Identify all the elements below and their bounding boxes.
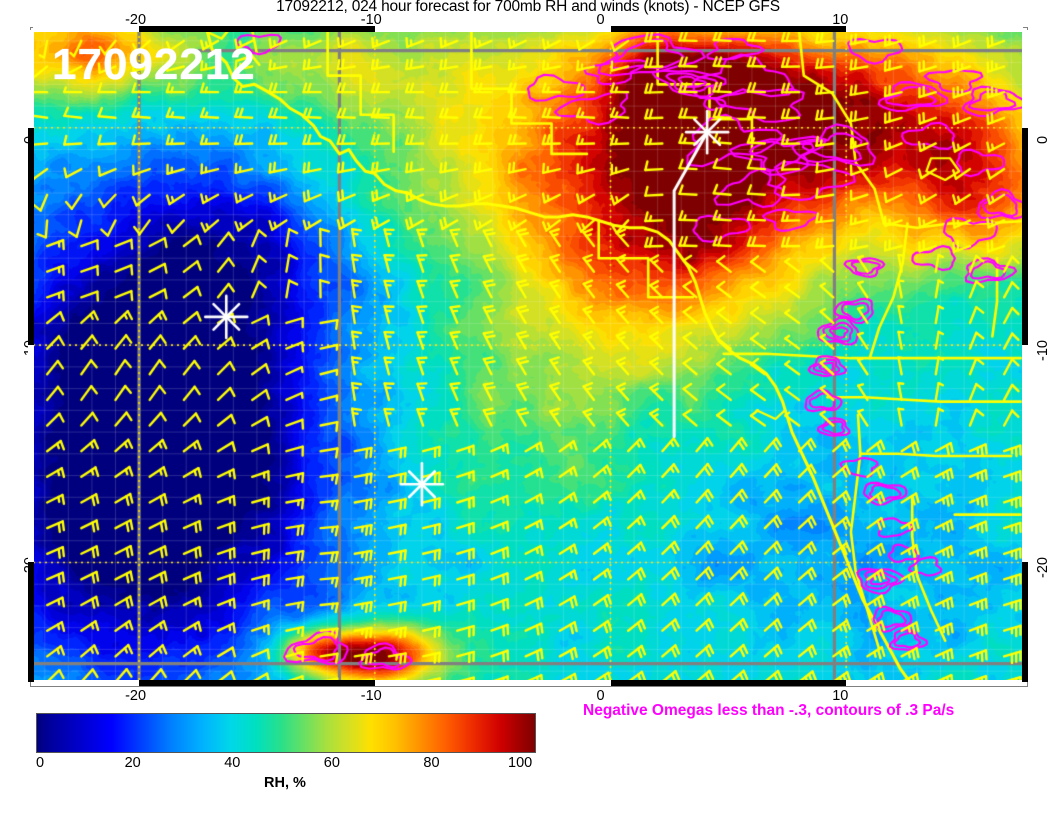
x-axis-tick-top: -20 xyxy=(125,12,147,28)
colorbar-tick: 0 xyxy=(36,755,45,771)
y-axis-tick-right: -10 xyxy=(1035,340,1051,362)
x-axis-tick-bottom: -20 xyxy=(125,688,147,704)
axis-tick-bar xyxy=(33,680,1023,686)
axis-tick-bar xyxy=(33,26,1023,32)
colorbar-tick: 40 xyxy=(224,755,241,771)
colorbar-tick: 100 xyxy=(508,755,533,771)
colorbar-tick: 20 xyxy=(124,755,141,771)
y-axis-tick-right: 0 xyxy=(1035,135,1051,144)
colorbar-tick: 60 xyxy=(323,755,340,771)
axis-tick-bar xyxy=(28,30,34,682)
overlay-layer xyxy=(33,30,1023,682)
x-axis-tick-bottom: 0 xyxy=(596,688,605,704)
y-axis-tick-right: -20 xyxy=(1035,557,1051,579)
omega-legend-note: Negative Omegas less than -.3, contours … xyxy=(583,702,955,719)
axis-tick-bar xyxy=(1022,30,1028,682)
x-axis-tick-bottom: 10 xyxy=(832,688,849,704)
x-axis-tick-top: -10 xyxy=(360,12,382,28)
x-axis-tick-bottom: -10 xyxy=(360,688,382,704)
colorbar-label: RH, % xyxy=(264,775,306,791)
colorbar xyxy=(36,713,536,753)
forecast-stamp: 17092212 xyxy=(52,40,256,89)
map-plot-area[interactable] xyxy=(30,27,1028,687)
x-axis-tick-top: 10 xyxy=(832,12,849,28)
x-axis-tick-top: 0 xyxy=(596,12,605,28)
rh-heatmap[interactable] xyxy=(33,30,1023,682)
page-title: 17092212, 024 hour forecast for 700mb RH… xyxy=(276,0,780,15)
colorbar-tick: 80 xyxy=(423,755,440,771)
